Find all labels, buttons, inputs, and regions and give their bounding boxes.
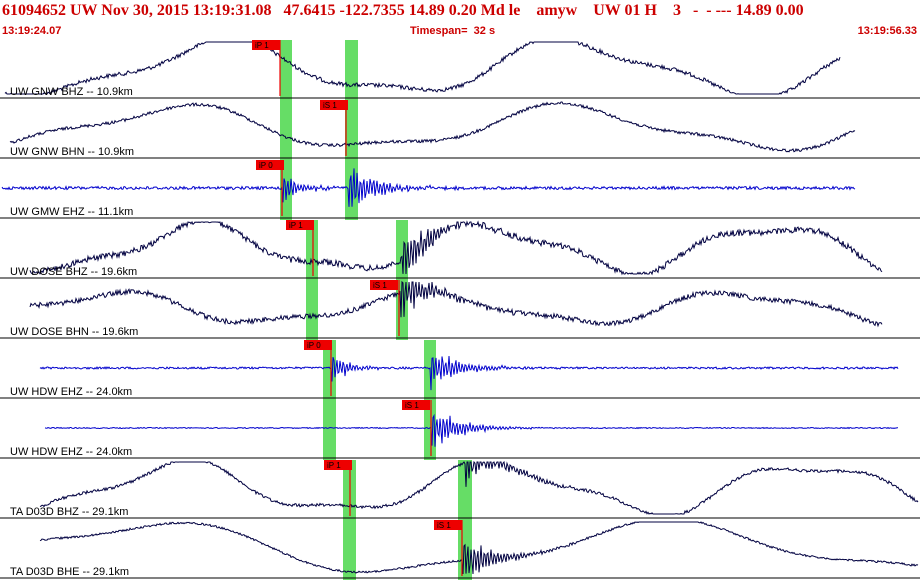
trace-label: UW DOSE BHZ -- 19.6km <box>10 266 137 278</box>
trace-label: UW GNW BHN -- 10.9km <box>10 146 134 158</box>
waveform-trace <box>44 413 899 447</box>
pick-label: iP 1 <box>289 221 303 230</box>
p-window <box>280 100 292 160</box>
pick-flag[interactable]: iP 1 <box>286 220 314 276</box>
pick-windows <box>280 40 472 580</box>
pick-flag[interactable]: iS 1 <box>320 100 348 156</box>
trace-label: UW GNW BHZ -- 10.9km <box>10 86 133 98</box>
pick-flag[interactable]: iS 1 <box>370 280 400 336</box>
pick-label: iP 0 <box>307 341 321 350</box>
s-window <box>345 40 358 100</box>
waveform-trace <box>1 168 856 207</box>
pick-label: iS 1 <box>323 101 337 110</box>
pick-flag[interactable]: iS 1 <box>434 520 463 576</box>
waveform-trace <box>39 460 919 515</box>
pick-label: iS 1 <box>373 281 387 290</box>
waveform-trace <box>39 355 899 391</box>
pick-label: iP 1 <box>255 41 269 50</box>
p-window <box>323 340 336 400</box>
p-window <box>306 220 318 280</box>
p-window <box>343 520 356 580</box>
pick-flag[interactable]: iP 1 <box>324 460 352 516</box>
start-time: 13:19:24.07 <box>2 25 62 37</box>
pick-flag[interactable]: iP 0 <box>256 160 284 216</box>
trace-label: TA D03D BHE -- 29.1km <box>10 566 129 578</box>
timespan-label: Timespan= 32 s <box>410 25 496 37</box>
p-window <box>280 160 292 220</box>
waveform-trace <box>29 280 883 328</box>
trace-label: UW HDW EHZ -- 24.0km <box>10 386 132 398</box>
event-header: 61094652 UW Nov 30, 2015 13:19:31.08 47.… <box>0 0 920 24</box>
phase-picks: iP 1 iS 1 iP 0 iP 1 iS 1 iP 0 iS 1 iP 1 iS 1 <box>252 40 463 576</box>
trace-labels: UW GNW BHZ -- 10.9km UW GNW BHN -- 10.9km… <box>10 86 138 578</box>
trace-label: TA D03D BHZ -- 29.1km <box>10 506 128 518</box>
seismogram-panel[interactable]: iP 1 iS 1 iP 0 iP 1 iS 1 iP 0 iS 1 iP 1 iS 1 UW … <box>0 38 920 580</box>
end-time: 13:19:56.33 <box>857 25 917 37</box>
pick-flag[interactable]: iS 1 <box>402 400 432 456</box>
trace-label: UW GMW EHZ -- 11.1km <box>10 206 133 218</box>
waveform-trace <box>29 220 883 276</box>
s-window <box>424 400 436 460</box>
p-window <box>280 40 292 100</box>
trace-label: UW HDW EHZ -- 24.0km <box>10 446 132 458</box>
p-window <box>306 280 318 340</box>
waveform-trace <box>4 41 841 95</box>
event-title: 61094652 UW Nov 30, 2015 13:19:31.08 47.… <box>2 2 804 19</box>
row-dividers <box>0 97 920 579</box>
waveform-trace <box>9 101 856 153</box>
trace-label: UW DOSE BHN -- 19.6km <box>10 326 138 338</box>
pick-label: iS 1 <box>437 521 451 530</box>
pick-label: iP 1 <box>327 461 341 470</box>
p-window <box>323 400 336 460</box>
pick-label: iS 1 <box>405 401 419 410</box>
pick-flag[interactable]: iP 1 <box>252 40 281 96</box>
pick-label: iP 0 <box>259 161 273 170</box>
time-bar: 13:19:24.07 Timespan= 32 s 13:19:56.33 <box>0 24 920 38</box>
waveform-trace <box>39 521 919 575</box>
waveforms <box>1 41 919 575</box>
s-window <box>396 220 408 280</box>
pick-flag[interactable]: iP 0 <box>304 340 332 396</box>
